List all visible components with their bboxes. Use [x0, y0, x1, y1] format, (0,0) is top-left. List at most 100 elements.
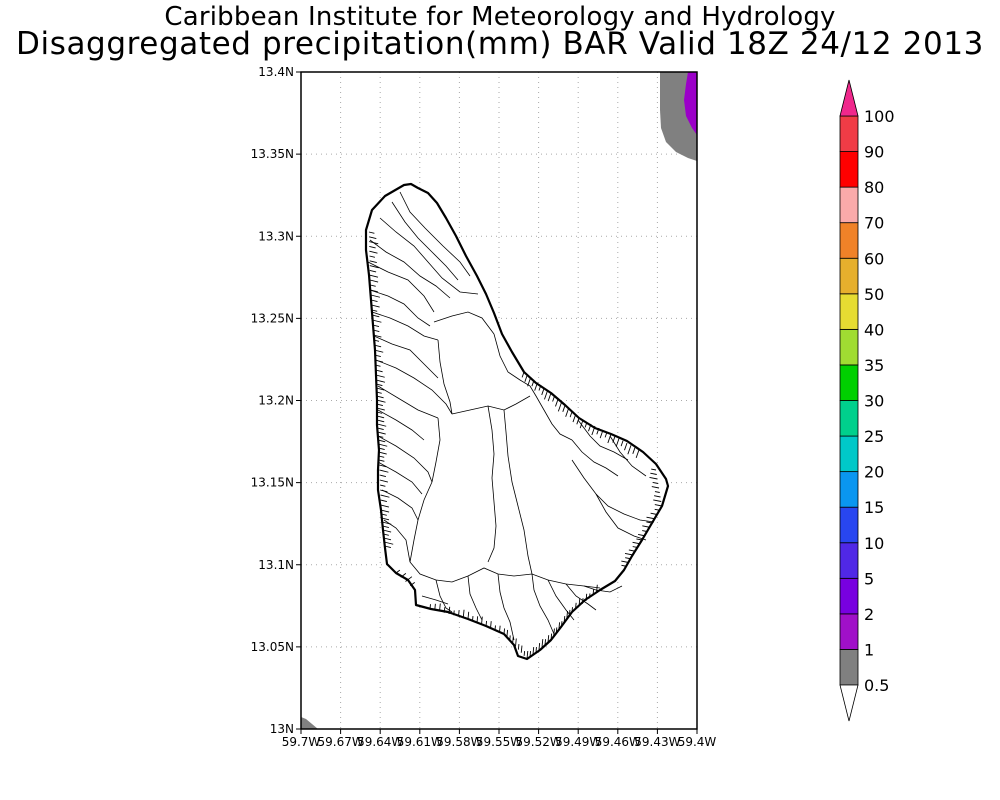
coast-stream-tick: [369, 260, 377, 264]
coast-stream-tick: [380, 489, 388, 493]
coast-stream-tick: [379, 474, 387, 478]
legend-swatch-50: [839, 293, 859, 330]
legend-label-90: 90: [864, 143, 884, 162]
legend-swatch-70: [839, 222, 859, 259]
legend-swatch-2: [839, 613, 859, 650]
lat-tick-label: 13.3N: [258, 229, 294, 243]
legend-swatch-20: [839, 471, 859, 508]
coast-stream-tick: [506, 629, 509, 638]
coast-stream-tick: [370, 289, 378, 293]
lat-tick-label: 13.25N: [251, 311, 294, 325]
coast-stream-tick: [443, 607, 446, 613]
legend-swatch-10: [839, 542, 859, 579]
coast-stream-tick: [376, 399, 386, 403]
coast-stream-tick: [531, 379, 535, 387]
coast-stream-tick: [576, 417, 580, 425]
legend-swatch-60: [839, 257, 859, 295]
coast-stream-tick: [541, 387, 545, 396]
coast-stream-tick: [369, 255, 376, 258]
coast-stream-tick: [383, 537, 392, 541]
lat-tick-label: 13.2N: [258, 394, 294, 408]
coast-stream-tick: [624, 442, 628, 451]
coast-stream-tick: [544, 390, 549, 400]
coast-stream-tick: [382, 521, 392, 525]
coast-stream-tick: [378, 451, 387, 455]
coast-stream-tick: [378, 455, 385, 458]
coast-stream-tick: [369, 265, 379, 269]
coast-stream-tick: [405, 576, 413, 582]
coast-stream-tick: [379, 464, 387, 468]
coast-stream-tick: [635, 449, 640, 458]
coast-stream-tick: [368, 236, 377, 240]
coast-stream-tick: [653, 499, 662, 502]
coast-stream-tick: [400, 573, 407, 578]
coast-stream-tick: [638, 534, 645, 537]
coast-stream-tick: [555, 399, 559, 407]
coast-stream-tick: [578, 598, 581, 607]
coast-stream-tick: [481, 616, 483, 625]
coast-stream-tick: [572, 414, 576, 423]
coast-stream-tick: [368, 231, 375, 234]
coast-stream-tick: [649, 476, 658, 480]
legend-swatch-1: [839, 649, 859, 686]
precipitation-areas: [301, 72, 697, 729]
coast-stream-tick: [375, 374, 385, 378]
coast-stream-tick: [379, 479, 389, 483]
coast-stream-tick: [378, 459, 385, 462]
coast-stream-tick: [585, 593, 588, 602]
lat-tick-label: 13.4N: [258, 65, 294, 79]
legend-label-60: 60: [864, 249, 884, 268]
legend-label-2: 2: [864, 605, 874, 624]
coast-stream-tick: [369, 250, 378, 254]
legend-label-1: 1: [864, 640, 874, 659]
coast-stream-tick: [596, 427, 600, 435]
coast-stream-tick: [378, 447, 385, 451]
coast-stream-tick: [651, 486, 660, 489]
legend-label-5: 5: [864, 569, 874, 588]
legend-min-arrow: [839, 684, 859, 722]
lat-tick-label: 13.05N: [251, 640, 294, 654]
lat-tick-label: 13N: [270, 722, 294, 736]
coast-stream-tick: [604, 431, 608, 438]
chart-title: Caribbean Institute for Meteorology and …: [164, 2, 836, 32]
lat-tick-label: 13.1N: [258, 558, 294, 572]
coast-stream-tick: [538, 384, 542, 391]
coast-stream-tick: [377, 423, 387, 427]
coast-stream-tick: [374, 359, 384, 363]
coast-stream-tick: [377, 427, 384, 431]
legend-label-0.5: 0.5: [864, 676, 889, 695]
coast-stream-tick: [651, 468, 657, 471]
chart-subtitle: Disaggregated precipitation(mm) BAR Vali…: [16, 26, 984, 62]
coast-stream-tick: [544, 639, 547, 645]
coast-stream-tick: [652, 481, 659, 484]
coast-stream-tick: [654, 495, 661, 498]
coast-stream-tick: [448, 606, 451, 615]
coast-stream-tick: [512, 636, 514, 644]
coast-stream-tick: [521, 371, 525, 378]
island-outline: [364, 182, 670, 661]
coast-stream-tick: [369, 279, 379, 283]
coast-stream-tick: [380, 499, 388, 503]
coast-stream-tick: [526, 650, 529, 660]
lon-tick-label: 59.55W: [476, 735, 522, 749]
coast-stream-tick: [377, 435, 384, 438]
coast-stream-tick: [532, 647, 535, 655]
legend-label-40: 40: [864, 320, 884, 339]
coast-stream-tick: [568, 609, 571, 616]
coast-stream-tick: [625, 557, 631, 560]
coast-stream-tick: [529, 650, 532, 657]
coast-stream-tick: [371, 314, 380, 318]
legend-label-10: 10: [864, 534, 884, 553]
coast-stream-tick: [517, 643, 520, 650]
coast-stream-tick: [379, 469, 389, 473]
coast-stream-tick: [371, 304, 380, 308]
legend-swatch-35: [839, 364, 859, 401]
lon-tick-label: 59.46W: [595, 735, 641, 749]
lon-tick-label: 59.61W: [397, 735, 443, 749]
coast-stream-tick: [524, 374, 528, 382]
coast-stream-tick: [376, 419, 385, 423]
precip-area-southwest-corner-0.5-1mm: [301, 717, 318, 729]
coast-stream-tick: [632, 447, 636, 454]
coast-stream-tick: [621, 560, 629, 563]
